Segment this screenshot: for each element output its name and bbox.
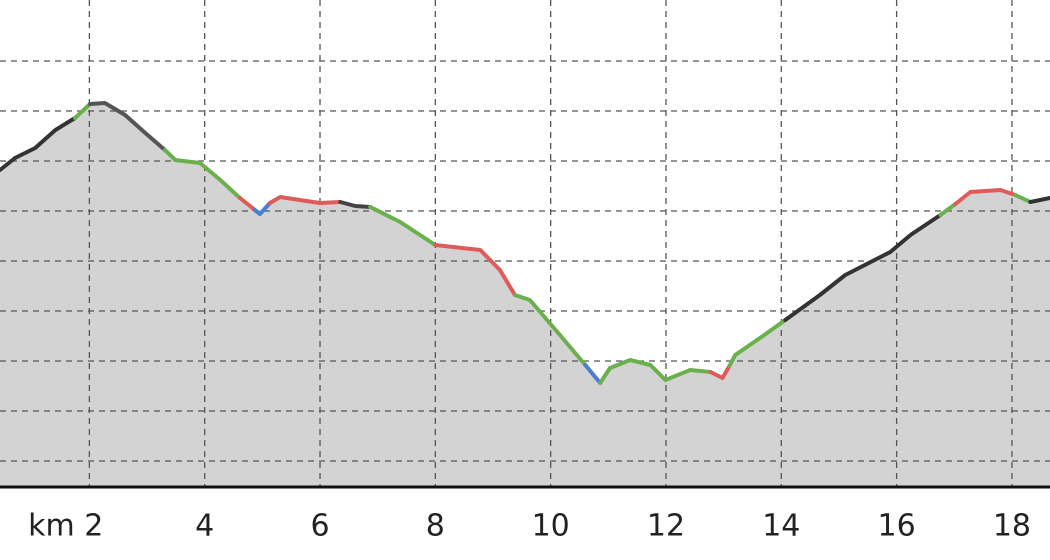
- area-layer: [0, 102, 1050, 488]
- elevation-line: [368, 205, 438, 247]
- elevation-area: [434, 244, 516, 488]
- elevation-line: [938, 202, 958, 217]
- x-tick-label: 10: [532, 509, 570, 544]
- elevation-line: [953, 188, 1018, 206]
- x-tick-label: km 2: [28, 509, 103, 544]
- elevation-line: [583, 363, 603, 385]
- elevation-area: [784, 214, 941, 488]
- elevation-line: [0, 116, 77, 172]
- elevation-line: [338, 200, 373, 209]
- elevation-line: [512, 293, 588, 367]
- elevation-line: [252, 201, 272, 216]
- elevation-line: [783, 213, 943, 322]
- elevation-area: [939, 203, 956, 488]
- elevation-area: [269, 196, 341, 488]
- line-layer: [0, 101, 1050, 385]
- elevation-area: [728, 319, 786, 488]
- elevation-area: [0, 117, 76, 488]
- elevation-area: [239, 196, 256, 488]
- x-tick-label: 14: [762, 509, 800, 544]
- elevation-line: [162, 148, 242, 200]
- elevation-line: [267, 195, 343, 205]
- elevation-area: [254, 201, 271, 488]
- elevation-area: [599, 359, 711, 488]
- x-tick-label: 6: [310, 509, 329, 544]
- axis-layer: km 2 4 6 8 10 12 14 16 18: [0, 485, 1050, 544]
- x-tick-label: 12: [647, 509, 685, 544]
- x-tick-label: 16: [878, 509, 916, 544]
- elevation-area: [339, 201, 371, 488]
- elevation-line: [73, 102, 92, 120]
- elevation-line: [598, 358, 713, 385]
- elevation-area: [954, 189, 1016, 488]
- elevation-line: [433, 243, 517, 297]
- elevation-area: [709, 364, 730, 488]
- elevation-line: [1013, 193, 1033, 204]
- x-tick-label: 4: [195, 509, 214, 544]
- x-tick-label: 18: [993, 509, 1031, 544]
- elevation-line: [727, 318, 788, 368]
- elevation-area: [164, 148, 241, 488]
- elevation-area: [1014, 194, 1031, 488]
- elevation-line: [88, 101, 167, 152]
- elevation-line: [708, 364, 732, 380]
- elevation-line: [237, 196, 257, 212]
- elevation-line: [1028, 196, 1050, 204]
- elevation-area: [369, 206, 436, 488]
- elevation-area: [1029, 197, 1050, 488]
- x-tick-label: 8: [426, 509, 445, 544]
